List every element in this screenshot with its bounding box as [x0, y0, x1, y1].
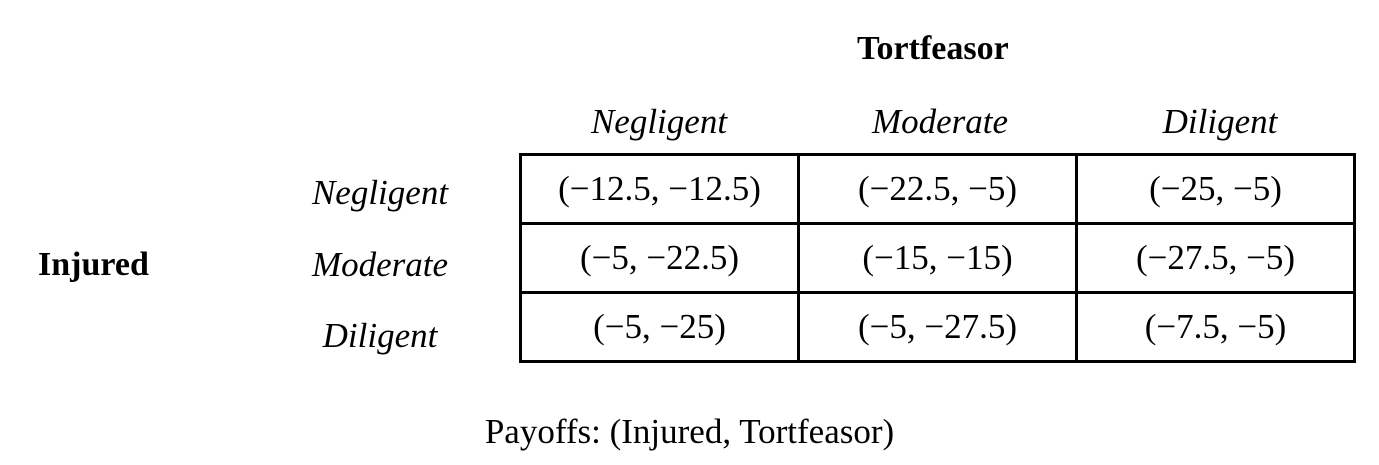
matrix-row: (−12.5, −12.5) (−22.5, −5) (−25, −5) [519, 153, 1356, 225]
payoff-cell: (−5, −22.5) [519, 222, 800, 294]
matrix-row: (−5, −25) (−5, −27.5) (−7.5, −5) [519, 291, 1356, 363]
column-strategy-negligent: Negligent [590, 102, 728, 141]
row-strategy-moderate: Moderate [311, 245, 449, 284]
row-player-label: Injured [38, 246, 149, 283]
column-strategy-diligent: Diligent [1162, 102, 1278, 141]
matrix-row: (−5, −22.5) (−15, −15) (−27.5, −5) [519, 222, 1356, 294]
payoff-cell: (−7.5, −5) [1075, 291, 1356, 363]
column-strategy-moderate: Moderate [871, 102, 1009, 141]
payoff-caption: Payoffs: (Injured, Tortfeasor) [484, 412, 895, 451]
payoff-cell: (−12.5, −12.5) [519, 153, 800, 225]
payoff-cell: (−25, −5) [1075, 153, 1356, 225]
row-strategy-negligent: Negligent [311, 173, 449, 212]
payoff-cell: (−5, −27.5) [797, 291, 1078, 363]
payoff-cell: (−15, −15) [797, 222, 1078, 294]
column-player-label: Tortfeasor [857, 30, 1009, 67]
payoff-matrix: (−12.5, −12.5) (−22.5, −5) (−25, −5) (−5… [519, 153, 1356, 363]
payoff-cell: (−22.5, −5) [797, 153, 1078, 225]
row-strategy-diligent: Diligent [322, 316, 438, 355]
payoff-cell: (−27.5, −5) [1075, 222, 1356, 294]
payoff-cell: (−5, −25) [519, 291, 800, 363]
